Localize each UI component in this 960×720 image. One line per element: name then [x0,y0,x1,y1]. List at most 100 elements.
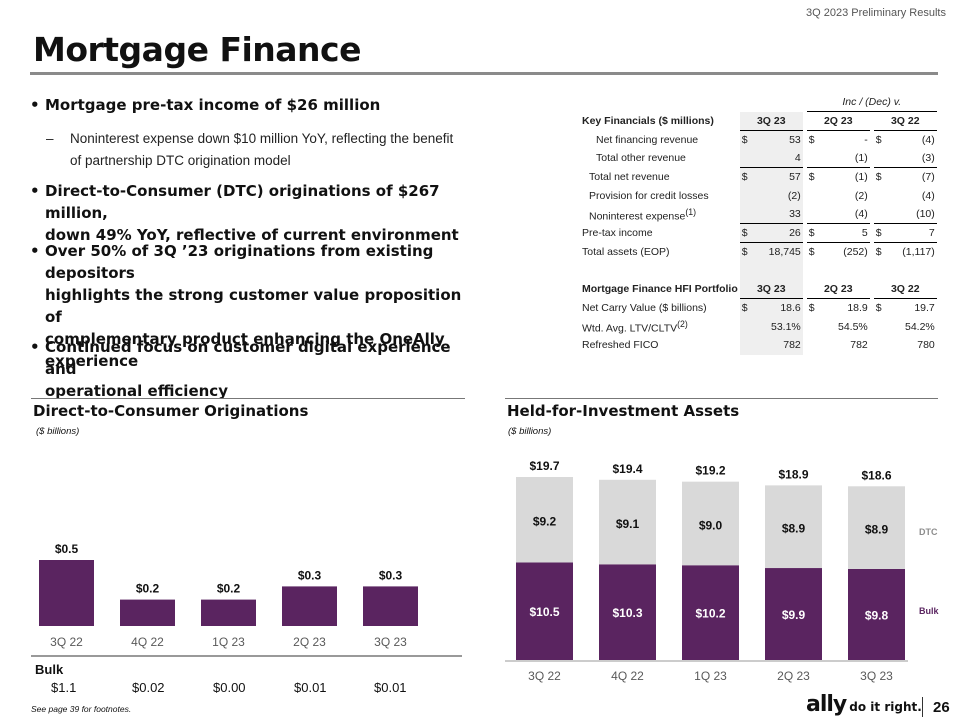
table-row: Pre-tax income $26 $5 $7 [580,223,937,243]
hfi-bulk-bar [848,568,905,660]
value: (2) [854,189,868,202]
dtc-bar [39,560,94,626]
currency: $ [875,302,882,315]
hfi-x-tick: 3Q 23 [860,669,893,683]
logo-separator [922,697,923,717]
row-label: Net financing revenue [596,133,699,146]
hfi-dtc-label: $9.0 [699,518,723,532]
value: 18.6 [780,302,801,315]
legend-dtc: DTC [919,527,938,537]
dtc-bar [363,586,418,626]
hfi-bulk-label: $9.9 [782,608,806,622]
hfi-dtc-label: $8.9 [865,523,889,537]
currency: $ [808,171,815,184]
header-cell: Mortgage Finance HFI Portfolio [582,283,738,296]
bullet-line: Direct-to-Consumer (DTC) originations of… [45,182,440,222]
logo-wordmark: ally [806,692,847,717]
dtc-x-tick: 2Q 23 [293,635,326,649]
row-label: Refreshed FICO [582,339,659,352]
hfi-dtc-bar [516,477,573,563]
value: 53 [789,133,801,146]
currency: $ [741,246,748,259]
value: 782 [783,339,801,352]
header-cell: 3Q 23 [739,111,803,131]
hfi-total-label: $19.7 [529,459,559,473]
bulk-value: $0.02 [132,680,165,695]
row-label: Total other revenue [596,152,686,165]
currency: $ [741,227,748,240]
dtc-bar [282,586,337,626]
inc-dec-label: Inc / (Dec) v. [806,93,937,113]
bullet-digital-experience: Continued focus on customer digital expe… [30,336,470,402]
value: 7 [928,227,935,240]
dtc-chart-subtitle: ($ billions) [36,426,80,437]
bullet-line: Over 50% of 3Q ’23 originations from exi… [45,242,434,282]
dtc-bar-label: $0.2 [136,582,160,596]
table-row: Refreshed FICO 782 782 780 [580,335,937,355]
dtc-chart-title: Direct-to-Consumer Originations [33,402,309,420]
spacer-row [580,261,937,280]
dtc-x-tick: 3Q 22 [50,635,83,649]
value: 54.2% [904,320,935,333]
dtc-x-tick: 4Q 22 [131,635,164,649]
bulk-value: $0.01 [374,680,407,695]
dtc-bar [120,599,175,626]
hfi-chart-subtitle: ($ billions) [508,426,552,437]
currency: $ [875,171,882,184]
header-cell: Key Financials ($ millions) [582,115,714,128]
hfi-x-tick: 3Q 22 [528,669,561,683]
table-row: Total other revenue 4 (1) (3) [580,149,937,169]
value: 26 [789,227,801,240]
hfi-dtc-bar [765,485,822,569]
bulk-label: Bulk [35,662,64,677]
value: (10) [916,208,935,221]
value: 5 [861,227,868,240]
sub-bullet-line-2: of partnership DTC origination model [70,153,291,168]
hfi-bulk-bar [682,565,739,660]
value: (4) [854,208,868,221]
row-label: Total net revenue [589,171,670,184]
hfi-dtc-label: $9.2 [533,515,557,529]
hfi-bulk-bar [599,564,656,660]
value: 18,745 [768,246,801,259]
value: 782 [850,339,868,352]
ally-logo: ally do it right. [806,692,922,717]
currency: $ [741,302,748,315]
hfi-dtc-bar [682,481,739,566]
bulk-value: $1.1 [51,680,77,695]
row-label: Total assets (EOP) [582,245,670,258]
bullet-line: Continued focus on customer digital expe… [45,338,451,378]
bulk-value: $0.00 [213,680,246,695]
hfi-bulk-label: $10.3 [612,606,642,620]
currency: $ [808,133,815,146]
currency: $ [808,302,815,315]
bullet-line: operational efficiency [45,382,228,400]
header-cell: 3Q 22 [873,111,937,131]
page-number: 26 [933,699,950,716]
table-row: Provision for credit losses (2) (2) (4) [580,186,937,206]
hfi-bulk-label: $10.5 [529,605,559,619]
dash-marker: – [46,131,54,146]
value: - [864,133,868,146]
hfi-total-label: $19.2 [695,464,725,478]
value: (3) [921,152,935,165]
footnote-ref: (2) [677,318,688,329]
currency: $ [875,133,882,146]
value: 19.7 [914,302,935,315]
dtc-x-tick: 1Q 23 [212,635,245,649]
bulk-value: $0.01 [294,680,327,695]
hfi-bulk-label: $9.8 [865,608,889,622]
dtc-x-tick: 3Q 23 [374,635,407,649]
hfi-total-label: $19.4 [612,462,642,476]
title-divider [30,72,938,75]
hfi-bulk-bar [765,568,822,660]
value: (4) [921,189,935,202]
footnote-ref: (1) [685,206,697,217]
value: 33 [789,208,801,221]
hfi-dtc-bar [848,486,905,569]
bullet-line: highlights the strong customer value pro… [45,286,462,326]
value: 54.5% [837,320,868,333]
currency: $ [875,227,882,240]
legend-bulk: Bulk [919,606,939,616]
